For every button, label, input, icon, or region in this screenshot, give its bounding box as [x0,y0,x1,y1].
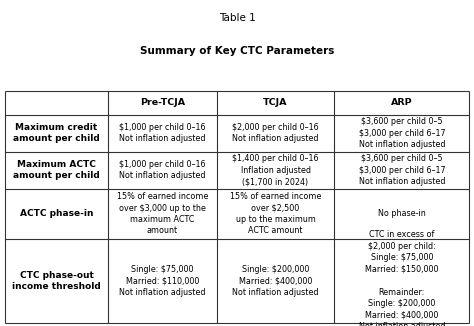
Text: $1,400 per child 0–16
Inflation adjusted
($1,700 in 2024): $1,400 per child 0–16 Inflation adjusted… [232,154,319,186]
Text: Table 1: Table 1 [219,13,255,23]
Text: ARP: ARP [391,98,413,107]
Text: 15% of earned income
over $2,500
up to the maximum
ACTC amount: 15% of earned income over $2,500 up to t… [230,192,321,235]
Text: Single: $75,000
Married: $110,000
Not inflation adjusted: Single: $75,000 Married: $110,000 Not in… [119,265,206,297]
Text: Summary of Key CTC Parameters: Summary of Key CTC Parameters [140,46,334,56]
Text: CTC phase-out
income threshold: CTC phase-out income threshold [12,271,101,291]
Text: $3,600 per child 0–5
$3,000 per child 6–17
Not inflation adjusted: $3,600 per child 0–5 $3,000 per child 6–… [358,117,445,149]
Text: CTC in excess of
$2,000 per child:
Single: $75,000
Married: $150,000

Remainder:: CTC in excess of $2,000 per child: Singl… [359,230,445,326]
Text: No phase-in: No phase-in [378,209,426,218]
Text: $1,000 per child 0–16
Not inflation adjusted: $1,000 per child 0–16 Not inflation adju… [119,123,206,143]
Text: $3,600 per child 0–5
$3,000 per child 6–17
Not inflation adjusted: $3,600 per child 0–5 $3,000 per child 6–… [358,154,445,186]
Text: Maximum credit
amount per child: Maximum credit amount per child [13,123,100,143]
Text: $1,000 per child 0–16
Not inflation adjusted: $1,000 per child 0–16 Not inflation adju… [119,160,206,180]
Text: ACTC phase-in: ACTC phase-in [20,209,93,218]
Text: Single: $200,000
Married: $400,000
Not inflation adjusted: Single: $200,000 Married: $400,000 Not i… [232,265,319,297]
Text: TCJA: TCJA [263,98,288,107]
Text: Pre-TCJA: Pre-TCJA [140,98,185,107]
Text: 15% of earned income
over $3,000 up to the
maximum ACTC
amount: 15% of earned income over $3,000 up to t… [117,192,208,235]
Text: $2,000 per child 0–16
Not inflation adjusted: $2,000 per child 0–16 Not inflation adju… [232,123,319,143]
Text: Maximum ACTC
amount per child: Maximum ACTC amount per child [13,160,100,180]
